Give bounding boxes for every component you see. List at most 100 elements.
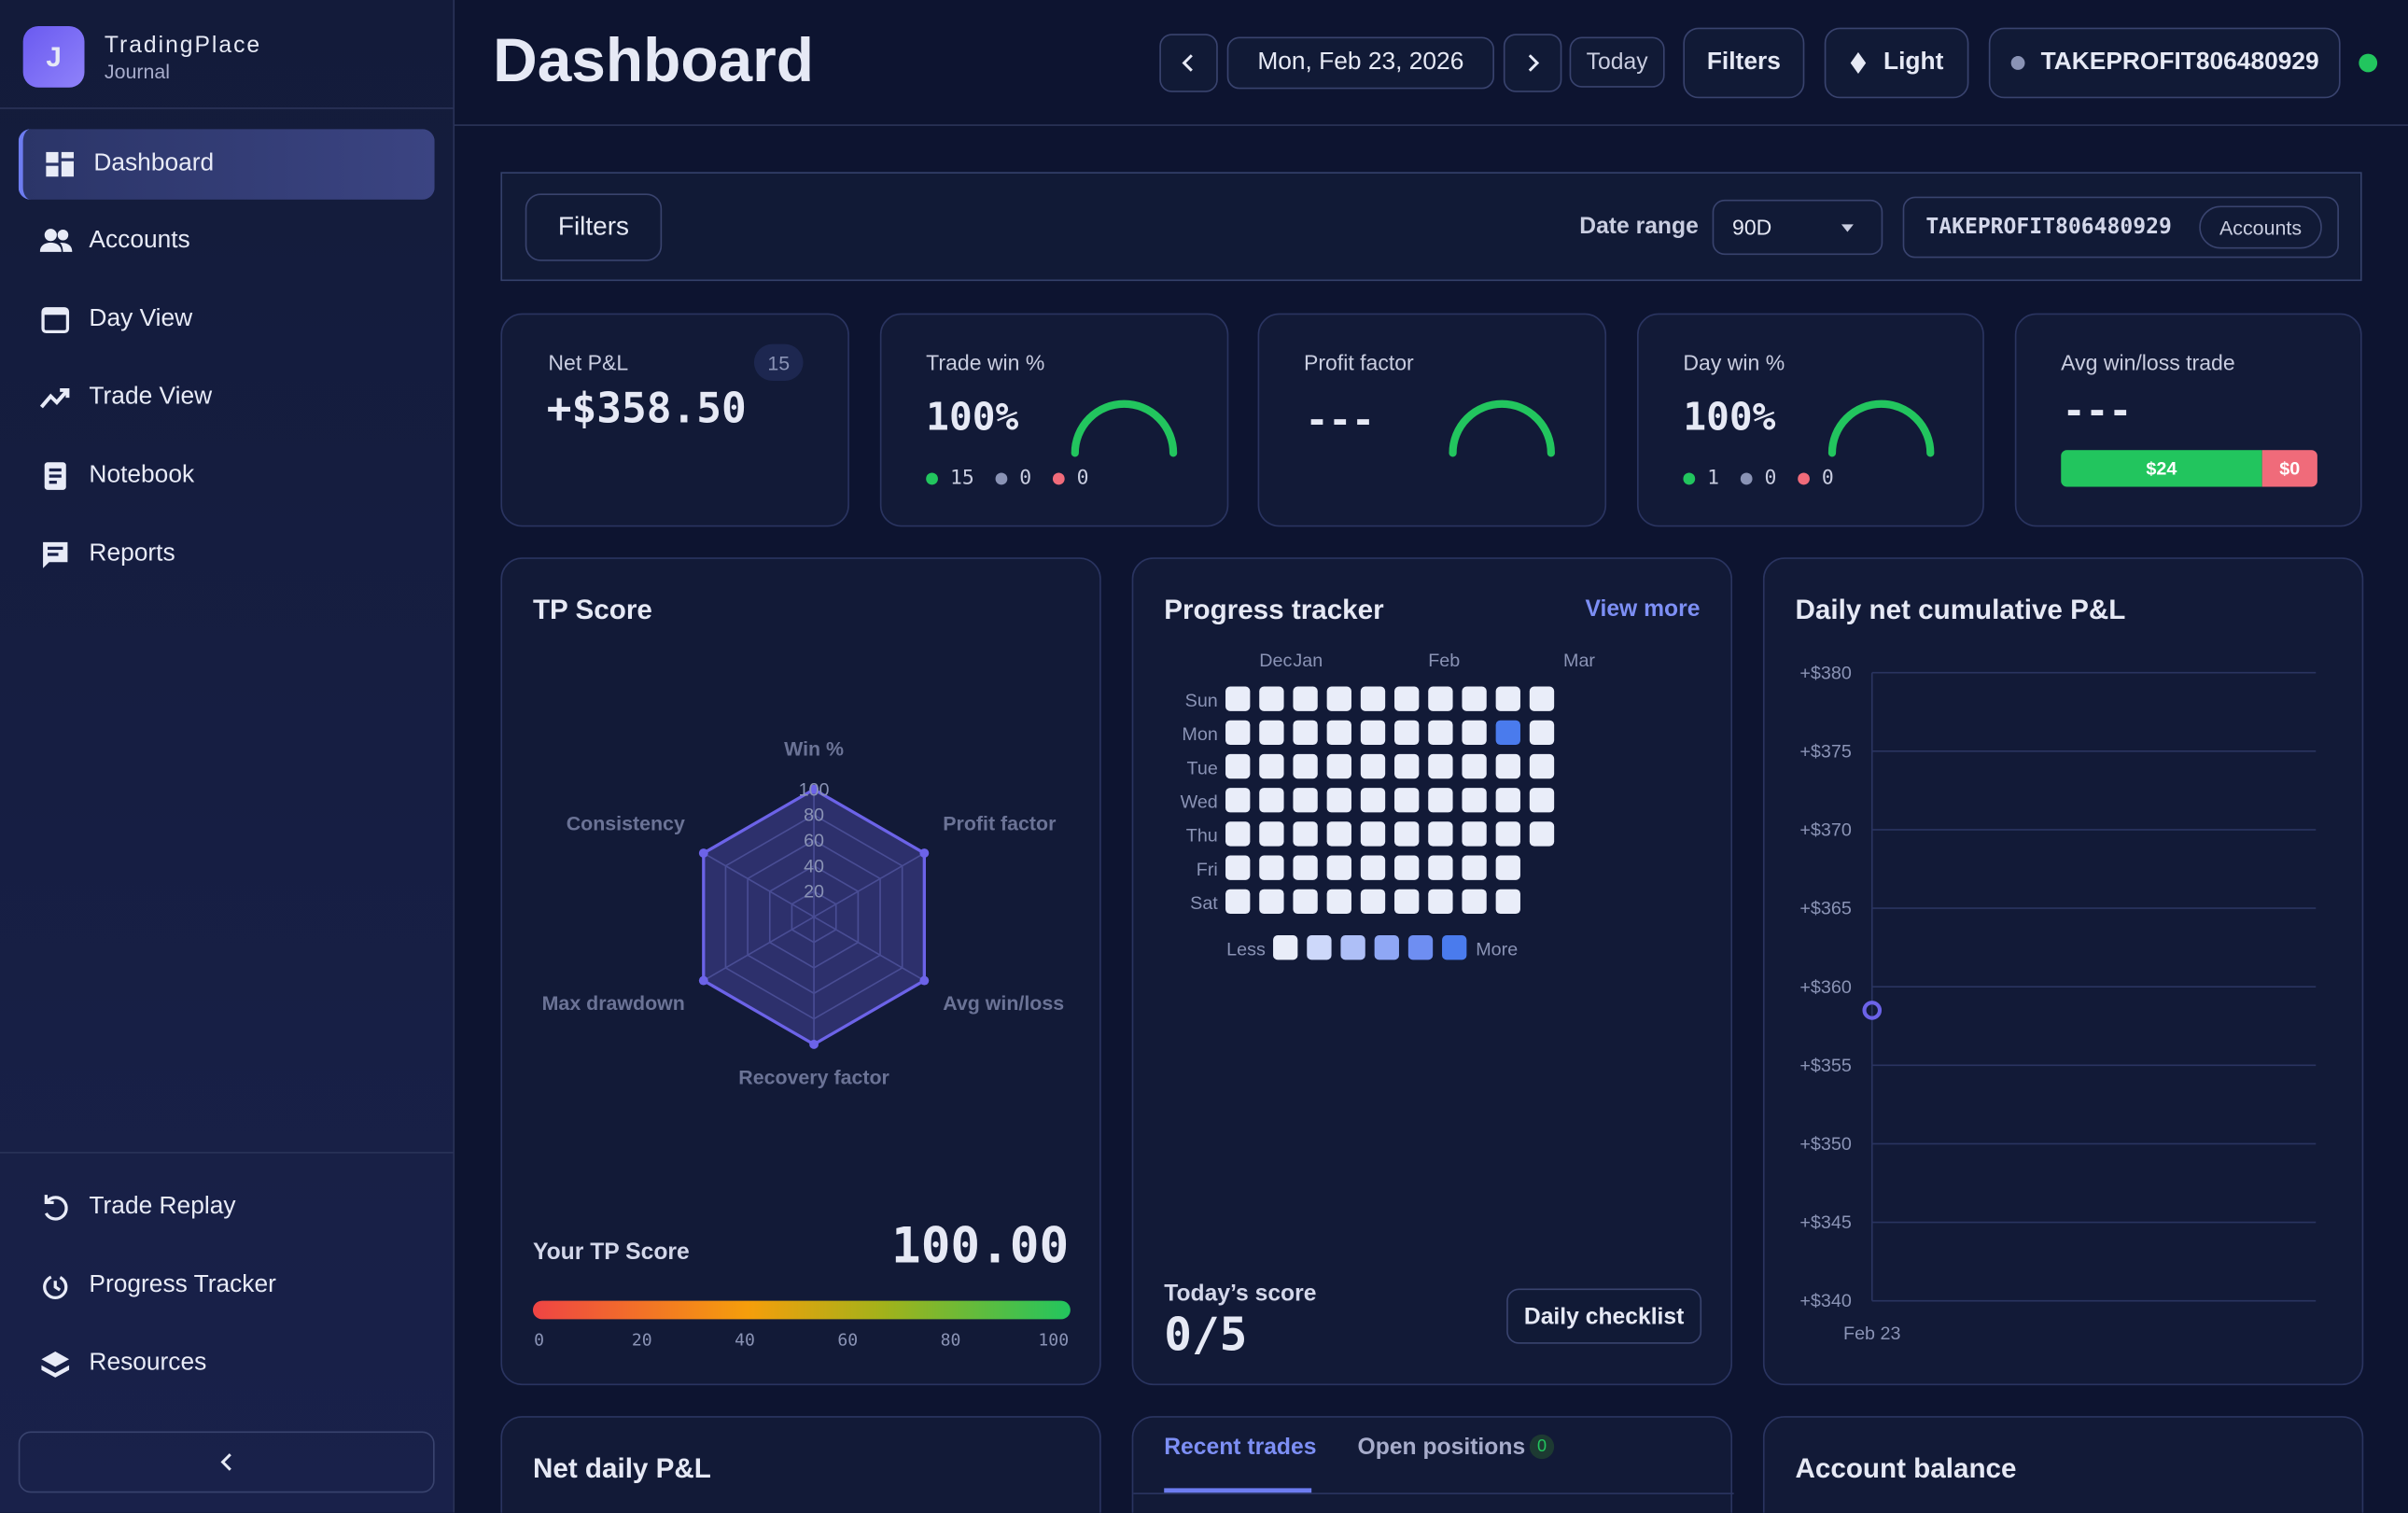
filters-button[interactable]: Filters <box>525 193 663 261</box>
accounts-pill[interactable]: Accounts <box>2199 205 2322 249</box>
stat-value: 100% <box>1683 394 1776 440</box>
heat-cell <box>1225 720 1251 746</box>
view-more-link[interactable]: View more <box>1585 595 1701 623</box>
divider <box>0 1152 454 1154</box>
scale-tick-label: 20 <box>631 1329 652 1351</box>
account-icon <box>2010 56 2025 70</box>
stat-value: --- <box>1305 398 1375 442</box>
row-label: Fri <box>1197 860 1218 880</box>
heat-cell <box>1326 753 1351 779</box>
count-badge: 0 <box>1529 1434 1555 1460</box>
nav-item[interactable]: Resources <box>19 1328 435 1399</box>
spoke <box>813 852 925 918</box>
radar-area <box>702 787 926 1046</box>
cumulative-pnl-panel: Daily net cumulative P&L <box>1762 557 2364 1386</box>
brand-subtitle: Journal <box>104 60 171 83</box>
date-picker[interactable]: Mon, Feb 23, 2026 <box>1226 36 1494 90</box>
nav-item[interactable]: Trade View <box>19 362 435 433</box>
nav-item[interactable]: Accounts <box>19 205 435 276</box>
y-tick-label: +$375 <box>1799 741 1851 762</box>
prev-day-button[interactable] <box>1159 34 1218 92</box>
loss-count: 0 <box>1821 467 1834 490</box>
filters-button[interactable]: Filters <box>1683 27 1805 99</box>
panel-title: Account balance <box>1795 1452 2017 1484</box>
heat-cell <box>1360 889 1386 915</box>
nav-item[interactable]: Progress Tracker <box>19 1250 435 1321</box>
today-button[interactable]: Today <box>1569 36 1665 88</box>
win-count: 15 <box>949 467 974 490</box>
scale-tick-label: 100 <box>1038 1329 1070 1351</box>
account-button[interactable]: TAKEPROFIT806480929 <box>1988 27 2341 99</box>
nav-item[interactable]: Trade Replay <box>19 1171 435 1242</box>
radar-point <box>809 784 819 794</box>
nav-item[interactable]: Notebook <box>19 441 435 511</box>
nav-item[interactable]: Day View <box>19 284 435 355</box>
stat-label: Avg win/loss trade <box>2061 350 2235 375</box>
nav-item[interactable]: Dashboard <box>18 129 435 200</box>
daily-checklist-button[interactable]: Daily checklist <box>1506 1288 1702 1344</box>
r-tick-label: 80 <box>804 806 824 826</box>
collapse-button[interactable] <box>18 1431 435 1493</box>
heat-cell <box>1462 686 1487 711</box>
heat-cell <box>1293 686 1318 711</box>
heat-cell <box>1259 753 1284 779</box>
legend-less: Less <box>1226 939 1266 960</box>
loss-count: 0 <box>1076 467 1089 490</box>
status-dot <box>2359 53 2378 73</box>
tab[interactable]: Open positions <box>1357 1434 1526 1461</box>
spoke <box>703 852 815 918</box>
panel-title: TP Score <box>532 594 652 625</box>
account-select[interactable]: TAKEPROFIT806480929 Accounts <box>1902 196 2339 259</box>
nav-icon <box>46 151 74 177</box>
nav-label: Accounts <box>89 227 190 254</box>
heat-cell <box>1462 720 1487 746</box>
heat-cell <box>1428 686 1453 711</box>
net-daily-panel: Net daily P&L <box>500 1416 1101 1513</box>
tab-active[interactable]: Recent trades <box>1164 1434 1317 1461</box>
nav-item[interactable]: Reports <box>19 519 435 590</box>
heat-cell <box>1259 686 1284 711</box>
date-range-select[interactable]: 90D <box>1712 199 1883 256</box>
heat-cell <box>1529 753 1555 779</box>
month-label: Dec <box>1259 651 1292 671</box>
y-tick-label: +$365 <box>1799 899 1851 919</box>
nav-label: Dashboard <box>93 150 215 177</box>
heat-cell <box>1326 821 1351 847</box>
nav-label: Trade Replay <box>89 1193 236 1220</box>
radar-point <box>698 975 708 986</box>
heat-cell <box>1394 788 1420 813</box>
axis-label: Profit factor <box>943 812 1056 834</box>
avg-win-segment: $24 <box>2061 450 2262 487</box>
account-balance-panel: Account balance <box>1762 1416 2364 1513</box>
heat-cell <box>1326 889 1351 915</box>
heat-cell <box>1259 889 1284 915</box>
axis-label: Recovery factor <box>738 1067 889 1089</box>
chevron-icon <box>1528 54 1540 72</box>
heat-cell <box>1225 821 1251 847</box>
nav-label: Notebook <box>89 462 195 489</box>
row-label: Thu <box>1186 826 1218 847</box>
date-range-value: 90D <box>1732 215 1772 240</box>
heat-cell <box>1293 889 1318 915</box>
trades-panel: Recent trades Open positions 0 <box>1131 1416 1734 1513</box>
row-label: Mon <box>1182 724 1217 745</box>
heat-cell <box>1428 855 1453 880</box>
heat-cell <box>1293 788 1318 813</box>
next-day-button[interactable] <box>1503 34 1562 92</box>
heat-cell <box>1326 686 1351 711</box>
nav-label: Resources <box>89 1350 207 1377</box>
heat-cell <box>1529 720 1555 746</box>
score-label: Your TP Score <box>532 1239 690 1266</box>
chevron-icon <box>1182 54 1193 72</box>
heat-cell <box>1428 788 1453 813</box>
gauge <box>1827 399 1935 457</box>
theme-button[interactable]: Light <box>1824 27 1969 99</box>
heat-cell <box>1225 753 1251 779</box>
y-tick-label: +$345 <box>1799 1212 1851 1233</box>
account-text: TAKEPROFIT806480929 <box>1925 215 2172 240</box>
heat-cell <box>1428 753 1453 779</box>
gauge <box>1449 399 1555 457</box>
